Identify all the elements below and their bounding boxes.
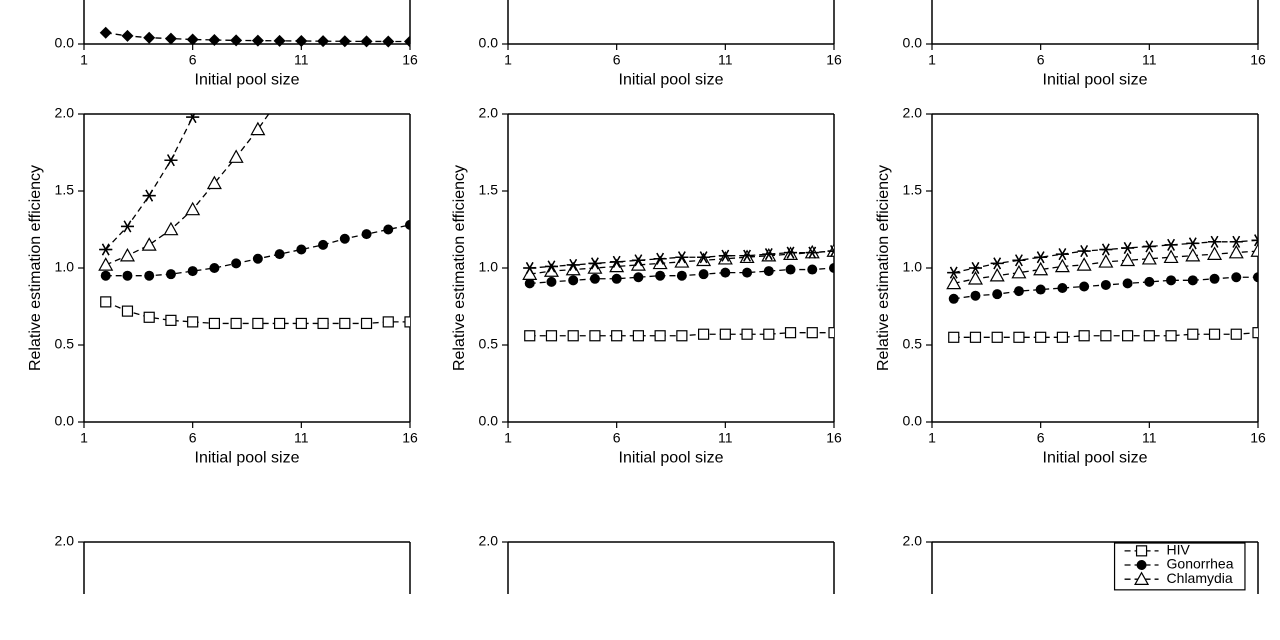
xtick-label: 11 (718, 51, 733, 67)
panel: 2.0 (479, 533, 834, 594)
panel: 0.00.51.01.52.0161116Initial pool sizeRe… (875, 105, 1266, 467)
ylabel: Relative estimation efficiency (27, 165, 44, 371)
xtick-label: 6 (189, 429, 197, 445)
ytick-label: 0.0 (55, 413, 75, 429)
xlabel: Initial pool size (195, 449, 300, 466)
panel: 0.00.51.01.52.0161116Initial pool sizeRe… (451, 105, 842, 467)
xtick-label: 1 (928, 51, 936, 67)
ytick-label: 0.5 (903, 336, 923, 352)
panel: 2.0 HIVGonorrheaChlamydia (903, 533, 1258, 594)
ylabel: Relative estimation efficiency (875, 165, 892, 371)
ytick-label: 0.0 (903, 35, 923, 51)
legend: HIVGonorrheaChlamydia (1115, 542, 1245, 590)
ytick-label: 2.0 (55, 533, 75, 549)
xtick-label: 1 (80, 51, 88, 67)
ytick-label: 2.0 (55, 105, 75, 121)
series-group (947, 235, 1264, 343)
xtick-label: 16 (402, 51, 418, 67)
xlabel: Initial pool size (619, 71, 724, 88)
panel: 0.00.51.01.52.0161116Initial pool sizeRe… (27, 68, 418, 467)
ytick-label: 1.5 (55, 182, 75, 198)
panel: 0.0161116Initial pool size (479, 0, 842, 88)
ytick-label: 2.0 (903, 533, 923, 549)
xtick-label: 6 (1037, 429, 1045, 445)
ytick-label: 2.0 (479, 533, 499, 549)
ytick-label: 1.0 (903, 259, 923, 275)
panel: 2.0 (55, 533, 410, 594)
ytick-label: 1.5 (479, 182, 499, 198)
xtick-label: 1 (504, 51, 512, 67)
ytick-label: 1.0 (479, 259, 499, 275)
xtick-label: 6 (189, 51, 197, 67)
ytick-label: 0.0 (479, 413, 499, 429)
series-line-chlamydia (106, 68, 302, 265)
xtick-label: 6 (1037, 51, 1045, 67)
xlabel: Initial pool size (619, 449, 724, 466)
legend-label: Chlamydia (1167, 570, 1233, 586)
ytick-label: 0.5 (479, 336, 499, 352)
series-group (99, 68, 415, 329)
xlabel: Initial pool size (195, 71, 300, 88)
xtick-label: 1 (80, 429, 88, 445)
xtick-label: 16 (826, 51, 842, 67)
panel: 0.0161116Initial pool size (55, 0, 418, 88)
xtick-label: 11 (294, 51, 309, 67)
xtick-label: 6 (613, 429, 621, 445)
xtick-label: 1 (504, 429, 512, 445)
xtick-label: 16 (1250, 429, 1266, 445)
xtick-label: 11 (1142, 429, 1157, 445)
series-group (523, 245, 840, 341)
figure-svg: 0.0161116Initial pool size0.0161116Initi… (0, 0, 1280, 640)
series-line-sarscov2 (106, 68, 215, 250)
xtick-label: 16 (402, 429, 418, 445)
xtick-label: 11 (718, 429, 733, 445)
ytick-label: 1.0 (55, 259, 75, 275)
xtick-label: 16 (1250, 51, 1266, 67)
panel: 0.0161116Initial pool size (903, 0, 1266, 88)
xtick-label: 11 (1142, 51, 1157, 67)
ytick-label: 2.0 (479, 105, 499, 121)
xlabel: Initial pool size (1043, 449, 1148, 466)
xtick-label: 1 (928, 429, 936, 445)
xlabel: Initial pool size (1043, 71, 1148, 88)
xtick-label: 11 (294, 429, 309, 445)
ytick-label: 0.0 (903, 413, 923, 429)
ytick-label: 0.5 (55, 336, 75, 352)
ytick-label: 0.0 (479, 35, 499, 51)
xtick-label: 16 (826, 429, 842, 445)
ytick-label: 1.5 (903, 182, 923, 198)
ylabel: Relative estimation efficiency (451, 165, 468, 371)
ytick-label: 2.0 (903, 105, 923, 121)
ytick-label: 0.0 (55, 35, 75, 51)
xtick-label: 6 (613, 51, 621, 67)
